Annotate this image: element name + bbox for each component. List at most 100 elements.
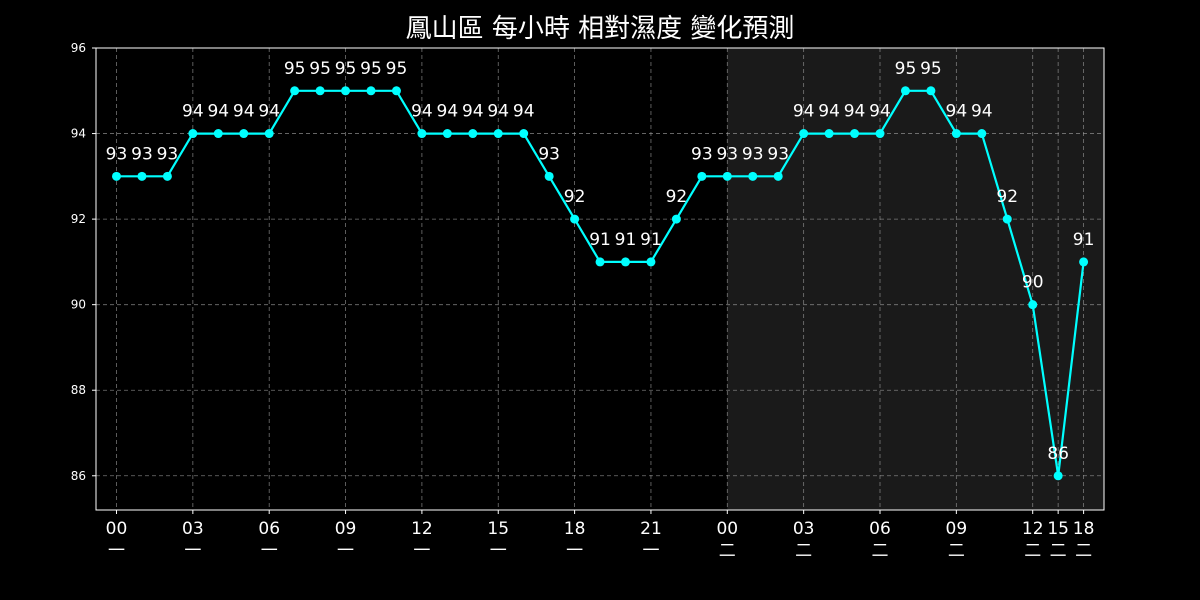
data-point xyxy=(239,129,249,139)
data-label: 94 xyxy=(258,102,280,122)
data-label: 94 xyxy=(869,102,891,122)
data-label: 94 xyxy=(513,102,535,122)
data-label: 91 xyxy=(615,230,637,250)
plot-frame xyxy=(95,47,1105,511)
x-tick-day-label: 二 xyxy=(1024,541,1041,561)
data-label: 94 xyxy=(233,102,255,122)
data-label: 95 xyxy=(920,59,942,79)
data-point xyxy=(1002,214,1012,224)
data-label: 94 xyxy=(462,102,484,122)
data-label: 93 xyxy=(767,144,789,164)
data-point xyxy=(468,129,478,139)
data-point xyxy=(544,171,554,181)
data-point xyxy=(621,257,630,267)
data-point xyxy=(722,171,732,181)
x-tick-day-label: 一 xyxy=(642,541,659,561)
data-label: 94 xyxy=(487,102,509,122)
x-tick-day-label: 二 xyxy=(1075,541,1092,561)
data-point xyxy=(1053,471,1063,481)
data-label: 95 xyxy=(386,59,408,79)
data-label: 94 xyxy=(207,102,229,122)
data-point xyxy=(1079,257,1089,267)
data-point xyxy=(926,86,936,96)
x-tick-hour-label: 06 xyxy=(869,519,891,539)
data-label: 92 xyxy=(996,187,1018,207)
x-tick-hour-label: 18 xyxy=(1073,519,1095,539)
data-point xyxy=(697,171,707,181)
data-label: 94 xyxy=(946,102,968,122)
data-point xyxy=(900,86,910,96)
data-point xyxy=(366,86,376,96)
data-point xyxy=(824,129,834,139)
data-point xyxy=(850,129,860,139)
data-point xyxy=(493,129,503,139)
chart-title: 鳳山區 每小時 相對濕度 變化預測 xyxy=(406,14,795,44)
data-label: 94 xyxy=(437,102,459,122)
y-tick-label: 96 xyxy=(71,41,86,55)
data-label: 95 xyxy=(284,59,306,79)
data-label: 91 xyxy=(1073,230,1095,250)
data-point xyxy=(341,86,351,96)
x-tick-day-label: 一 xyxy=(337,541,354,561)
data-label: 94 xyxy=(971,102,993,122)
y-tick-label: 92 xyxy=(71,212,86,226)
x-tick-day-label: 二 xyxy=(1050,541,1067,561)
data-label: 94 xyxy=(182,102,204,122)
data-label: 95 xyxy=(895,59,917,79)
data-label: 90 xyxy=(1022,273,1044,293)
data-label: 91 xyxy=(640,230,662,250)
data-label: 93 xyxy=(716,144,738,164)
x-tick-day-label: 一 xyxy=(261,541,278,561)
x-tick-hour-label: 18 xyxy=(564,519,586,539)
x-tick-hour-label: 03 xyxy=(182,519,204,539)
data-point xyxy=(799,129,809,139)
data-label: 93 xyxy=(742,144,764,164)
data-point xyxy=(442,129,452,139)
x-tick-day-label: 一 xyxy=(413,541,430,561)
data-label: 94 xyxy=(844,102,866,122)
x-tick-hour-label: 15 xyxy=(1047,519,1069,539)
x-tick-hour-label: 12 xyxy=(1022,519,1044,539)
y-tick-label: 90 xyxy=(71,298,86,312)
data-point xyxy=(112,171,121,181)
data-label: 94 xyxy=(793,102,815,122)
x-tick-hour-label: 21 xyxy=(640,519,662,539)
data-label: 92 xyxy=(564,187,586,207)
x-tick-day-label: 一 xyxy=(490,541,507,561)
data-point xyxy=(748,171,758,181)
x-tick-day-label: 二 xyxy=(948,541,965,561)
x-tick-hour-label: 15 xyxy=(487,519,509,539)
data-point xyxy=(977,129,987,139)
data-label: 94 xyxy=(818,102,840,122)
x-tick-hour-label: 12 xyxy=(411,519,433,539)
data-label: 94 xyxy=(411,102,433,122)
x-tick-day-label: 一 xyxy=(566,541,583,561)
data-point xyxy=(671,214,681,224)
data-label: 93 xyxy=(691,144,713,164)
data-point xyxy=(417,129,427,139)
data-point xyxy=(315,86,325,96)
data-label: 95 xyxy=(360,59,382,79)
data-point xyxy=(646,257,656,267)
y-tick-label: 94 xyxy=(71,127,86,141)
data-label: 91 xyxy=(589,230,611,250)
data-point xyxy=(951,129,961,139)
x-tick-day-label: 一 xyxy=(184,541,201,561)
x-tick-hour-label: 06 xyxy=(258,519,280,539)
data-label: 93 xyxy=(106,144,128,164)
data-label: 95 xyxy=(335,59,357,79)
y-tick-label: 88 xyxy=(71,383,86,397)
data-label: 93 xyxy=(157,144,179,164)
x-tick-day-label: 二 xyxy=(719,541,736,561)
data-point xyxy=(595,257,605,267)
y-tick-label: 86 xyxy=(71,469,86,483)
x-tick-hour-label: 00 xyxy=(106,519,128,539)
data-label: 95 xyxy=(309,59,331,79)
data-point xyxy=(519,129,529,139)
data-point xyxy=(213,129,223,139)
data-point xyxy=(1028,300,1038,310)
x-tick-day-label: 二 xyxy=(795,541,812,561)
x-tick-hour-label: 00 xyxy=(716,519,738,539)
x-tick-day-label: 一 xyxy=(108,541,125,561)
data-point xyxy=(188,129,198,139)
